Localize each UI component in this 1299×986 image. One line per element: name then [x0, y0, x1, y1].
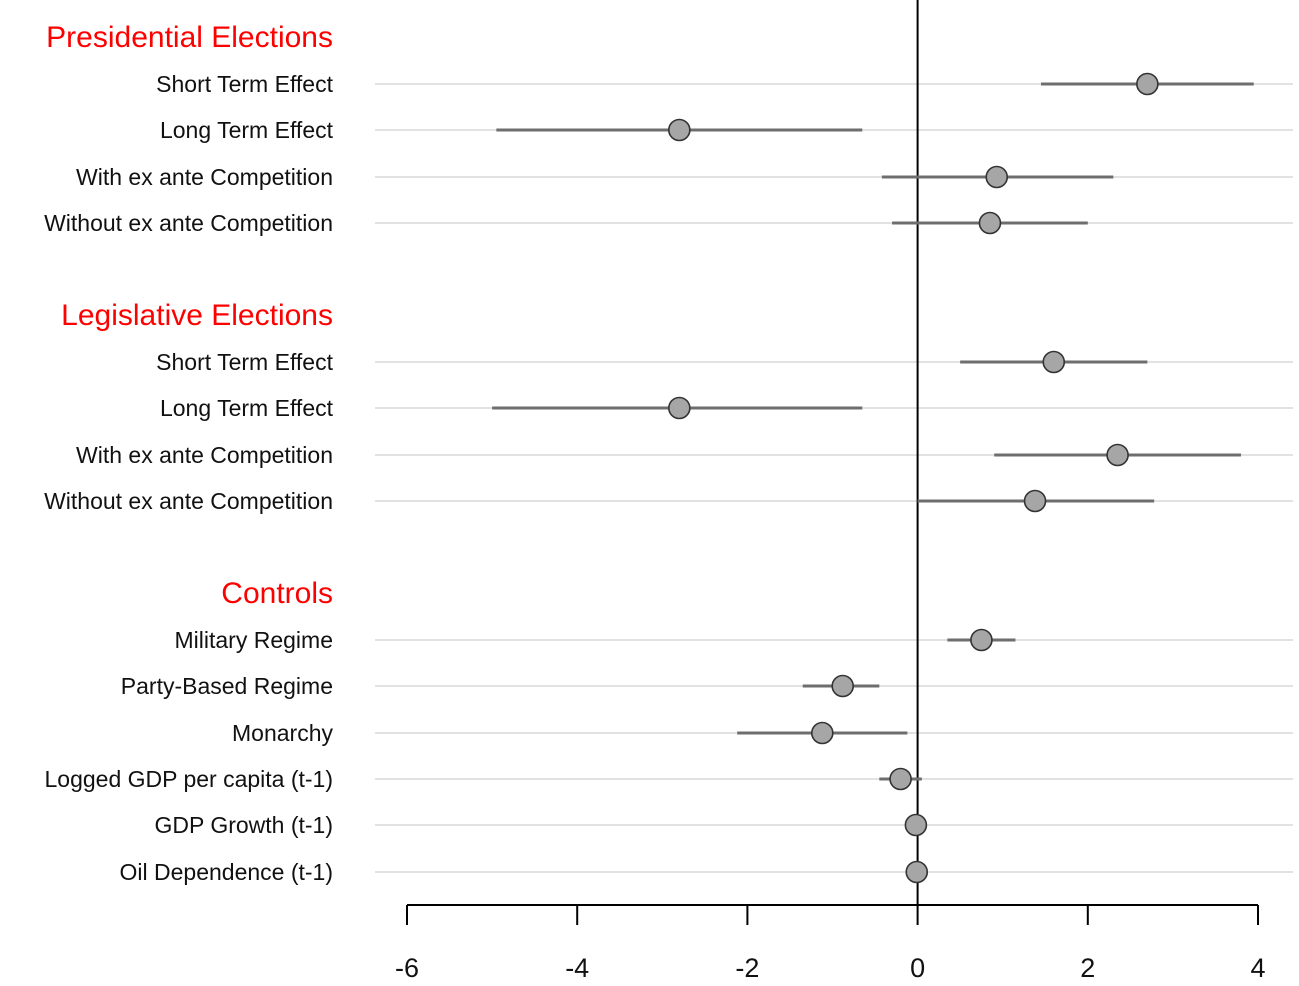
- row-labels: Presidential Elections Short Term Effect L…: [44, 21, 334, 885]
- x-tick-label: 0: [910, 953, 925, 983]
- point-estimate: [978, 211, 1002, 235]
- point-estimate: [668, 118, 691, 142]
- row-label: Military Regime: [175, 627, 333, 653]
- row-guides: [375, 83, 1293, 873]
- row-label: Logged GDP per capita (t-1): [44, 766, 333, 792]
- row-label: With ex ante Competition: [76, 442, 333, 468]
- x-tick-label: -6: [395, 953, 419, 983]
- point-estimate: [1136, 72, 1159, 96]
- row-label: Monarchy: [232, 720, 333, 746]
- point-estimate: [668, 396, 691, 420]
- row-label: GDP Growth (t-1): [155, 812, 334, 838]
- group-label: Legislative Elections: [61, 299, 333, 332]
- row-label: Long Term Effect: [160, 395, 334, 421]
- confidence-intervals: [492, 82, 1254, 874]
- row-label: Without ex ante Competition: [44, 488, 333, 514]
- group-label: Controls: [221, 577, 333, 610]
- x-tick-label: 2: [1080, 953, 1095, 983]
- point-estimate: [904, 813, 928, 837]
- row-label: Short Term Effect: [156, 71, 333, 97]
- x-tick-label: -4: [565, 953, 589, 983]
- point-estimate: [831, 674, 855, 698]
- row-label: Short Term Effect: [156, 349, 333, 375]
- row-label: Oil Dependence (t-1): [120, 859, 334, 885]
- point-estimate: [810, 721, 834, 745]
- group-label: Presidential Elections: [46, 21, 333, 54]
- row-label: Without ex ante Competition: [44, 210, 333, 236]
- point-estimate: [889, 767, 912, 791]
- point-estimate: [970, 628, 993, 652]
- x-tick-label: -2: [735, 953, 759, 983]
- point-estimate: [1042, 350, 1066, 374]
- row-label: Party-Based Regime: [121, 673, 333, 699]
- x-axis: -6 -4 -2 0 2 4: [395, 904, 1266, 983]
- row-label: Long Term Effect: [160, 117, 334, 143]
- point-estimate: [1106, 443, 1129, 467]
- x-tick-label: 4: [1250, 953, 1265, 983]
- point-estimates: [668, 72, 1159, 884]
- point-estimate: [1023, 489, 1047, 513]
- point-estimate: [985, 165, 1009, 189]
- row-label: With ex ante Competition: [76, 164, 333, 190]
- point-estimate: [905, 860, 929, 884]
